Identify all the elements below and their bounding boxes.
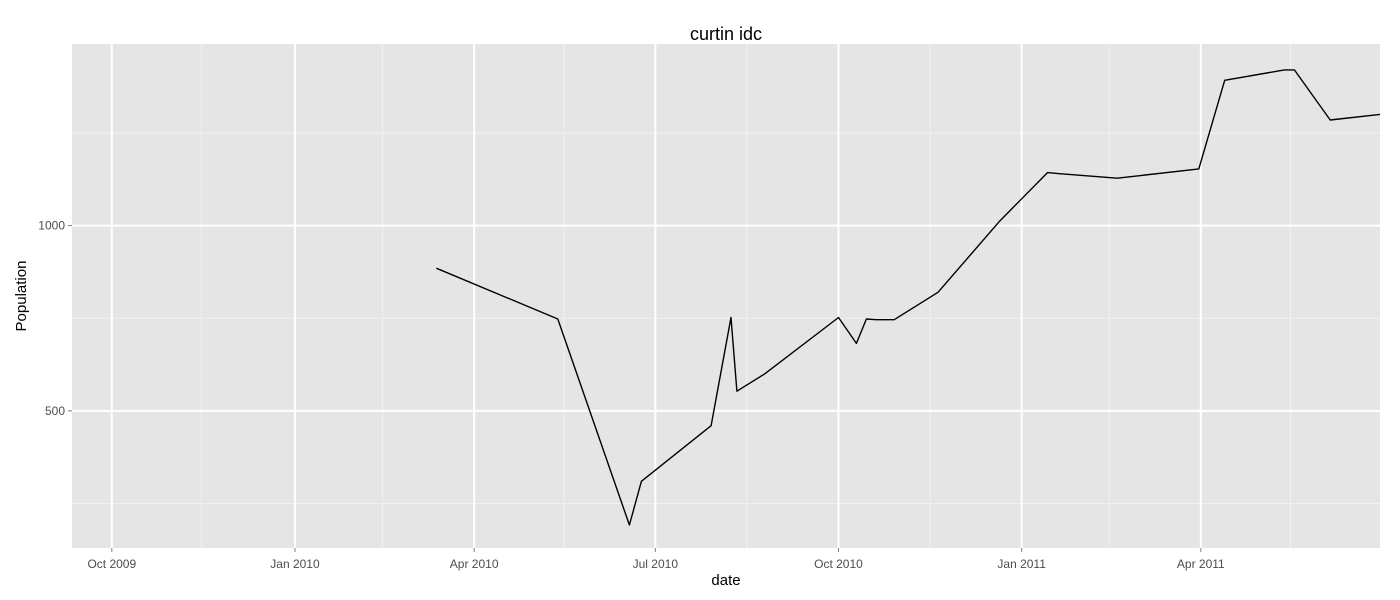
major-gridlines bbox=[72, 44, 1380, 548]
x-tick-label: Oct 2010 bbox=[814, 557, 863, 571]
x-tick-label: Jul 2010 bbox=[633, 557, 679, 571]
x-tick-label: Oct 2009 bbox=[87, 557, 136, 571]
x-axis-ticks: Oct 2009 Jan 2010 Apr 2010 Jul 2010 Oct 2010… bbox=[87, 548, 1225, 571]
y-axis-title: Population bbox=[13, 261, 30, 332]
x-tick-label: Jan 2010 bbox=[270, 557, 320, 571]
x-tick-label: Jan 2011 bbox=[997, 557, 1046, 571]
x-axis-title: date bbox=[711, 572, 740, 589]
plot-panel bbox=[72, 44, 1380, 548]
y-axis-ticks: 500 1000 bbox=[38, 219, 72, 418]
chart-title: curtin idc bbox=[690, 24, 762, 44]
x-tick-label: Apr 2010 bbox=[450, 557, 499, 571]
series-layer bbox=[436, 69, 1381, 526]
y-tick-label: 1000 bbox=[38, 219, 65, 233]
y-tick-label: 500 bbox=[45, 404, 65, 418]
series-line bbox=[436, 69, 1381, 526]
minor-gridlines bbox=[72, 44, 1380, 548]
x-tick-label: Apr 2011 bbox=[1177, 557, 1225, 571]
